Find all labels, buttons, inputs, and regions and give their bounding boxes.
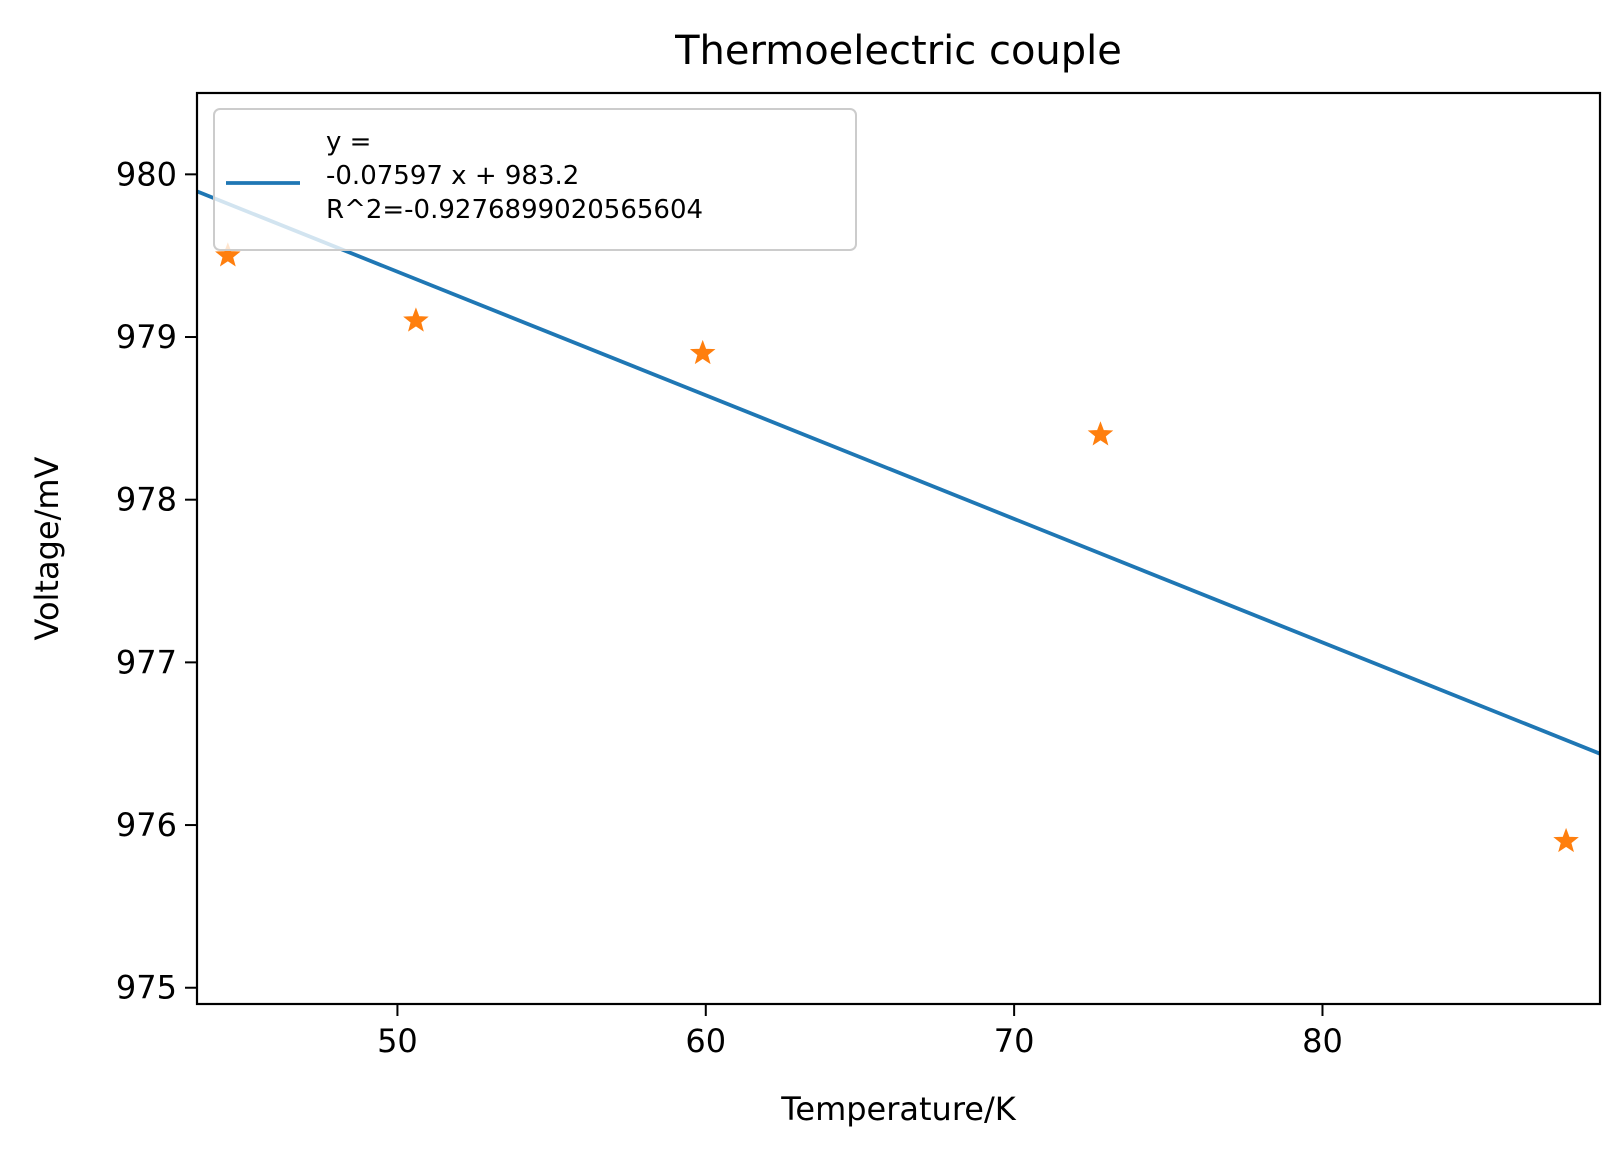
y-tick-label: 979 bbox=[116, 318, 177, 356]
legend-entry-text: R^2=-0.9276899020565604 bbox=[326, 195, 703, 225]
y-tick-label: 977 bbox=[116, 643, 177, 681]
data-point-star bbox=[403, 307, 429, 332]
x-tick-label: 80 bbox=[1302, 1022, 1343, 1060]
data-point-star bbox=[1553, 827, 1579, 853]
x-tick-label: 50 bbox=[377, 1022, 418, 1060]
legend-box bbox=[213, 108, 857, 251]
data-point-star bbox=[689, 339, 716, 365]
y-axis-label: Voltage/mV bbox=[28, 456, 66, 640]
y-tick-label: 976 bbox=[116, 806, 177, 844]
x-tick-label: 60 bbox=[685, 1022, 726, 1060]
data-point-star bbox=[215, 242, 241, 267]
legend: y = -0.07597 x + 983.2 R^2=-0.92768990205… bbox=[213, 108, 857, 251]
legend-entry-text: -0.07597 x + 983.2 bbox=[326, 161, 579, 191]
y-tick-label: 980 bbox=[116, 155, 177, 193]
data-point-star bbox=[1087, 421, 1114, 446]
y-tick-label: 978 bbox=[116, 481, 177, 519]
plot-frame bbox=[195, 91, 1602, 1006]
fit-line bbox=[197, 189, 1600, 756]
plot-area bbox=[197, 189, 1600, 853]
x-axis-label: Temperature/K bbox=[780, 1090, 1016, 1128]
legend-entry-text: y = bbox=[326, 127, 371, 157]
chart-title: Thermoelectric couple bbox=[674, 28, 1122, 74]
y-tick-label: 975 bbox=[116, 969, 177, 1007]
y-axis: 975 976 977 978 979 980 bbox=[116, 155, 197, 1007]
x-tick-label: 70 bbox=[994, 1022, 1035, 1060]
x-axis: 50 60 70 80 bbox=[377, 1004, 1343, 1060]
